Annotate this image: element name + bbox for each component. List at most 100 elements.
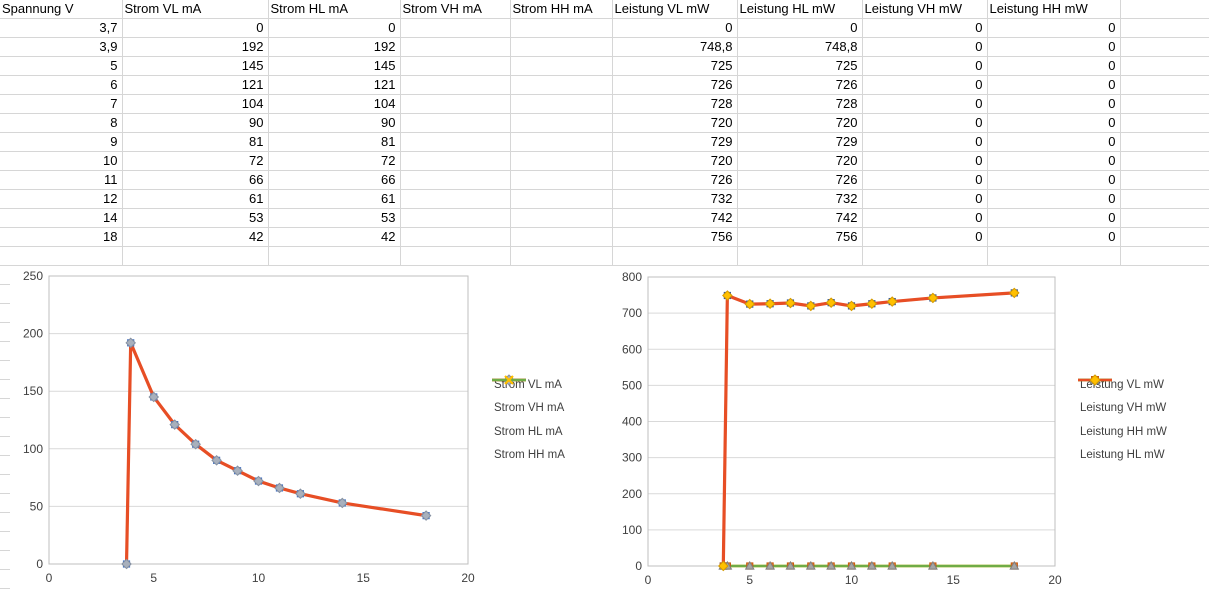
column-header[interactable] — [1120, 0, 1209, 19]
legend-item[interactable]: Strom VH mA — [492, 376, 565, 421]
series-line[interactable] — [125, 341, 428, 566]
cell[interactable]: 8 — [0, 113, 123, 133]
cell[interactable] — [1120, 56, 1209, 76]
cell[interactable] — [400, 94, 511, 114]
cell[interactable]: 732 — [737, 189, 863, 209]
series-markers[interactable] — [717, 287, 1020, 572]
cell[interactable]: 66 — [122, 170, 269, 190]
cell[interactable]: 0 — [862, 56, 988, 76]
cell[interactable] — [510, 113, 613, 133]
column-header[interactable]: Strom VL mA — [122, 0, 269, 19]
cell[interactable] — [400, 18, 511, 38]
cell[interactable] — [1120, 227, 1209, 247]
cell[interactable]: 756 — [737, 227, 863, 247]
series-line[interactable] — [722, 291, 1016, 568]
column-header[interactable]: Leistung VL mW — [612, 0, 738, 19]
series-markers[interactable] — [719, 289, 1018, 570]
cell[interactable] — [510, 227, 613, 247]
cell[interactable] — [510, 170, 613, 190]
cell[interactable] — [1120, 132, 1209, 152]
cell[interactable]: 81 — [268, 132, 401, 152]
cell[interactable] — [510, 246, 613, 266]
cell[interactable]: 145 — [268, 56, 401, 76]
cell[interactable]: 6 — [0, 75, 123, 95]
cell[interactable]: 0 — [862, 75, 988, 95]
cell[interactable]: 7 — [0, 94, 123, 114]
cell[interactable] — [1120, 94, 1209, 114]
cell[interactable] — [510, 18, 613, 38]
cell[interactable]: 104 — [268, 94, 401, 114]
cell[interactable]: 10 — [0, 151, 123, 171]
cell[interactable]: 0 — [987, 18, 1121, 38]
cell[interactable]: 729 — [737, 132, 863, 152]
cell[interactable]: 0 — [987, 170, 1121, 190]
cell[interactable] — [1120, 246, 1209, 266]
cell[interactable] — [400, 113, 511, 133]
column-header[interactable]: Strom VH mA — [400, 0, 511, 19]
cell[interactable] — [510, 208, 613, 228]
column-header[interactable]: Leistung HH mW — [987, 0, 1121, 19]
cell[interactable] — [1120, 170, 1209, 190]
cell[interactable]: 0 — [987, 189, 1121, 209]
series-markers[interactable] — [122, 339, 430, 568]
cell[interactable]: 3,9 — [0, 37, 123, 57]
cell[interactable]: 0 — [862, 37, 988, 57]
cell[interactable]: 0 — [862, 94, 988, 114]
cell[interactable] — [1120, 37, 1209, 57]
cell[interactable] — [510, 132, 613, 152]
cell[interactable]: 18 — [0, 227, 123, 247]
cell[interactable]: 121 — [122, 75, 269, 95]
cell[interactable] — [400, 246, 511, 266]
legend-item[interactable]: Leistung HL mW — [1078, 374, 1167, 468]
cell[interactable] — [510, 37, 613, 57]
cell[interactable] — [400, 56, 511, 76]
series-line[interactable] — [124, 341, 428, 566]
cell[interactable]: 0 — [987, 151, 1121, 171]
cell[interactable]: 0 — [862, 227, 988, 247]
series-markers[interactable] — [121, 337, 432, 570]
legend-item[interactable]: Leistung HH mW — [1078, 374, 1167, 444]
cell[interactable] — [400, 189, 511, 209]
cell[interactable]: 0 — [862, 170, 988, 190]
column-header[interactable]: Spannung V — [0, 0, 123, 19]
cell[interactable]: 0 — [737, 18, 863, 38]
cell[interactable]: 726 — [737, 170, 863, 190]
cell[interactable]: 0 — [122, 18, 269, 38]
cell[interactable]: 742 — [737, 208, 863, 228]
cell[interactable]: 53 — [268, 208, 401, 228]
legend-item[interactable]: Strom HH mA — [492, 375, 565, 468]
cell[interactable]: 121 — [268, 75, 401, 95]
cell[interactable] — [510, 189, 613, 209]
cell[interactable]: 0 — [987, 75, 1121, 95]
cell[interactable]: 720 — [737, 151, 863, 171]
cell[interactable]: 0 — [268, 18, 401, 38]
cell[interactable]: 0 — [987, 113, 1121, 133]
cell[interactable] — [400, 227, 511, 247]
cell[interactable]: 0 — [987, 227, 1121, 247]
cell[interactable] — [400, 37, 511, 57]
cell[interactable]: 0 — [862, 132, 988, 152]
cell[interactable]: 9 — [0, 132, 123, 152]
cell[interactable] — [1120, 113, 1209, 133]
cell[interactable]: 728 — [612, 94, 738, 114]
cell[interactable] — [0, 246, 123, 266]
cell[interactable]: 728 — [737, 94, 863, 114]
cell[interactable]: 720 — [612, 151, 738, 171]
cell[interactable]: 90 — [122, 113, 269, 133]
cell[interactable]: 42 — [122, 227, 269, 247]
leistung-chart[interactable]: 0 100 200 300 400 500 600 700 800 0 5 10 15 20 Leistu… — [608, 266, 1209, 602]
cell[interactable]: 0 — [987, 208, 1121, 228]
cell[interactable]: 0 — [862, 151, 988, 171]
cell[interactable]: 53 — [122, 208, 269, 228]
cell[interactable]: 14 — [0, 208, 123, 228]
cell[interactable]: 725 — [737, 56, 863, 76]
cell[interactable]: 0 — [987, 37, 1121, 57]
cell[interactable]: 742 — [612, 208, 738, 228]
cell[interactable] — [400, 75, 511, 95]
cell[interactable] — [987, 246, 1121, 266]
cell[interactable] — [862, 246, 988, 266]
cell[interactable]: 0 — [862, 208, 988, 228]
cell[interactable]: 729 — [612, 132, 738, 152]
cell[interactable] — [400, 132, 511, 152]
cell[interactable]: 11 — [0, 170, 123, 190]
